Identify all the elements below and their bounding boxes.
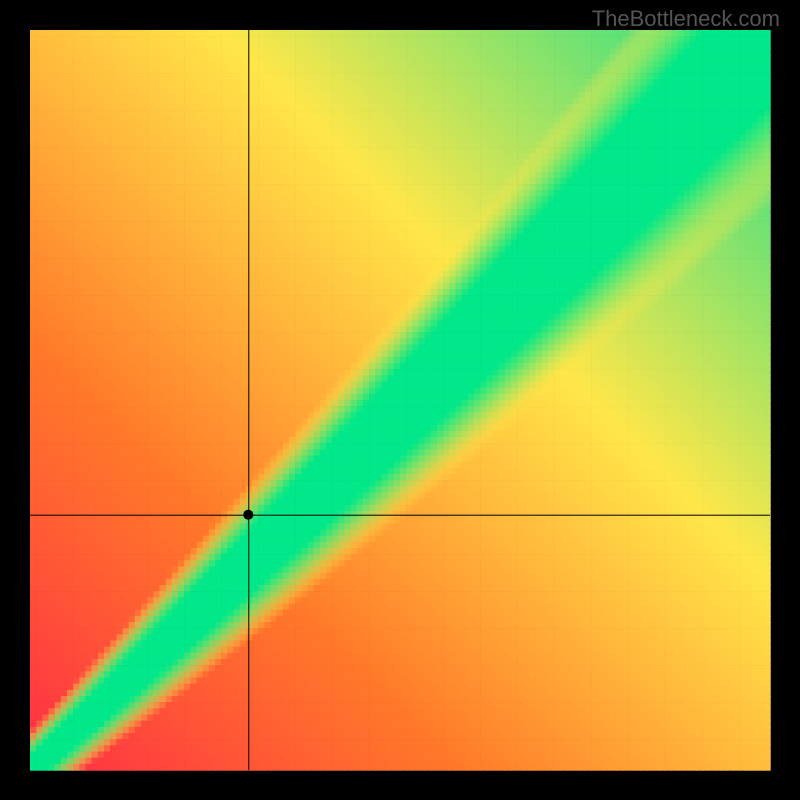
chart-container: { "watermark": { "text": "TheBottleneck.… bbox=[0, 0, 800, 800]
bottleneck-heatmap bbox=[0, 0, 800, 800]
watermark-text: TheBottleneck.com bbox=[592, 6, 780, 32]
